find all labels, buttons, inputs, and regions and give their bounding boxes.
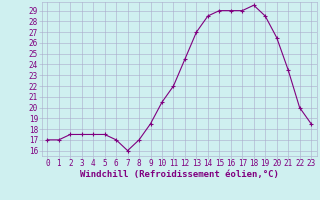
X-axis label: Windchill (Refroidissement éolien,°C): Windchill (Refroidissement éolien,°C) [80,170,279,179]
